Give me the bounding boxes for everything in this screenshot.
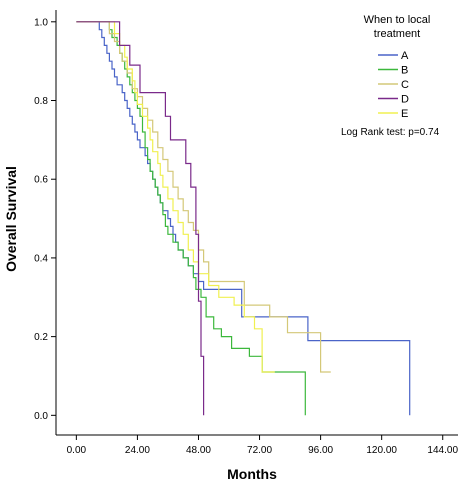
y-tick-label: 1.0 <box>34 17 48 28</box>
x-axis-ticks: 0.00 24.00 48.00 72.00 96.00 120.00 144.00 <box>67 435 458 456</box>
legend-label-b: B <box>401 65 408 77</box>
x-tick-label: 0.00 <box>67 445 87 456</box>
x-tick-label: 120.00 <box>366 445 397 456</box>
x-axis-title: Months <box>227 466 277 482</box>
x-tick-label: 72.00 <box>247 445 272 456</box>
y-tick-label: 0.0 <box>34 411 48 422</box>
y-axis-ticks: 0.0 0.2 0.4 0.6 0.8 1.0 <box>34 17 56 422</box>
series-line-b <box>76 21 306 416</box>
log-rank-annotation: Log Rank test: p=0.74 <box>341 127 440 138</box>
legend-label-d: D <box>401 94 409 106</box>
legend-title-line1: When to local <box>364 14 431 26</box>
series-line-a <box>76 21 411 416</box>
series-line-e <box>76 21 275 373</box>
plot-area <box>55 10 458 436</box>
y-tick-label: 0.8 <box>34 96 48 107</box>
x-tick-label: 96.00 <box>308 445 333 456</box>
legend-title-line2: treatment <box>374 28 420 40</box>
y-tick-label: 0.6 <box>34 175 48 186</box>
legend-label-e: E <box>401 108 408 120</box>
y-tick-label: 0.4 <box>34 253 48 264</box>
x-tick-label: 144.00 <box>427 445 458 456</box>
series-line-d <box>76 21 205 416</box>
x-tick-label: 24.00 <box>125 445 150 456</box>
series-line-c <box>76 21 331 373</box>
y-axis-title: Overall Survival <box>3 166 19 272</box>
x-tick-label: 48.00 <box>186 445 211 456</box>
y-tick-label: 0.2 <box>34 332 48 343</box>
legend-label-c: C <box>401 79 409 91</box>
series-layer <box>76 21 411 416</box>
legend-label-a: A <box>401 50 409 62</box>
